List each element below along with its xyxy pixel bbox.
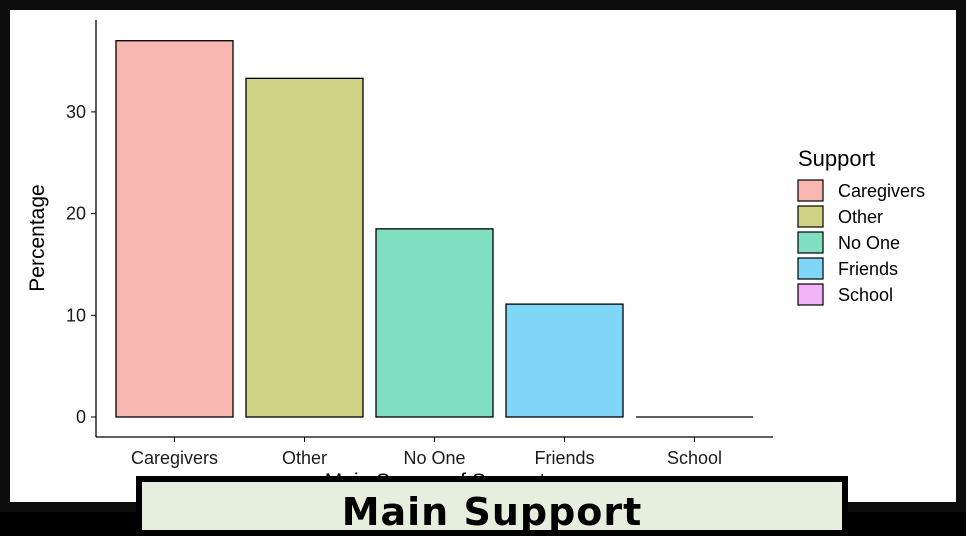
bar-friends xyxy=(505,303,624,418)
y-tick-label: 10 xyxy=(66,305,86,325)
x-tick-label: No One xyxy=(403,448,465,468)
bar-chart: Caregivers Other No One Friends School 0 10 20 3… xyxy=(26,20,925,493)
y-tick-label: 30 xyxy=(66,102,86,122)
legend-title: Support xyxy=(798,146,875,171)
caption-banner: Main Support xyxy=(136,476,848,536)
legend-label: Friends xyxy=(838,259,898,279)
legend-label: No One xyxy=(838,233,900,253)
caption-text: Main Support xyxy=(341,490,643,534)
chart-panel: Caregivers Other No One Friends School 0 10 20 3… xyxy=(10,10,956,502)
bar-other xyxy=(245,77,364,418)
legend-swatch xyxy=(797,179,824,202)
legend-label: Caregivers xyxy=(838,181,925,201)
legend-swatch xyxy=(797,231,824,254)
legend-swatch xyxy=(797,283,824,306)
x-tick-label: School xyxy=(667,448,722,468)
legend-swatch xyxy=(797,205,824,228)
bar-no-one xyxy=(375,228,494,418)
x-tick-label: Caregivers xyxy=(131,448,218,468)
x-tick-label: Friends xyxy=(534,448,594,468)
y-axis-label: Percentage xyxy=(26,184,49,291)
legend-label: Other xyxy=(838,207,883,227)
y-tick-label: 20 xyxy=(66,204,86,224)
legend-label: School xyxy=(838,285,893,305)
legend-swatch xyxy=(797,257,824,280)
bar-caregivers xyxy=(115,40,234,418)
y-tick-label: 0 xyxy=(76,407,86,427)
x-tick-label: Other xyxy=(282,448,327,468)
